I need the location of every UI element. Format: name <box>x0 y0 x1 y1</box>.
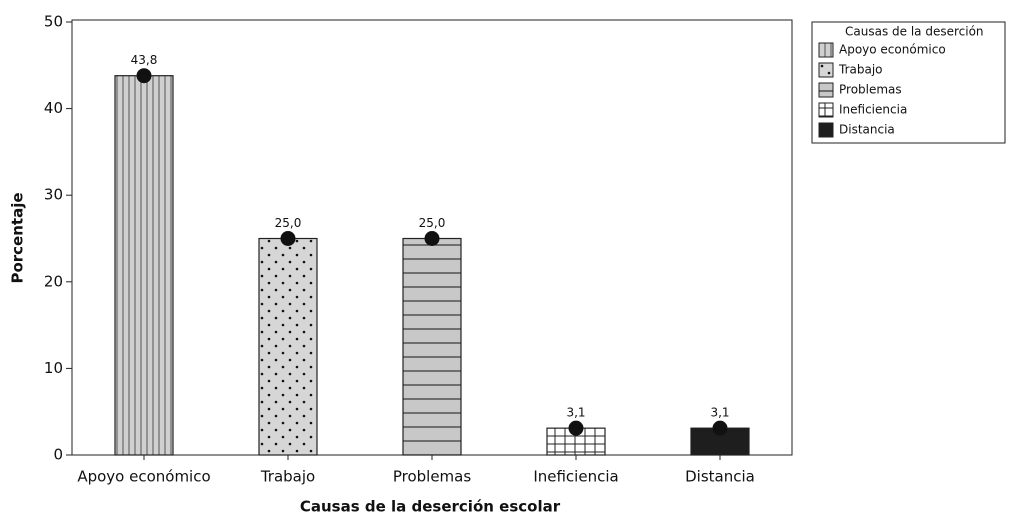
x-tick-label: Problemas <box>393 468 472 486</box>
value-marker <box>424 231 440 246</box>
bar <box>258 237 318 456</box>
legend-label: Distancia <box>839 123 895 137</box>
legend-swatch <box>818 102 834 118</box>
value-label: 25,0 <box>275 216 302 230</box>
legend-label: Apoyo económico <box>839 43 946 57</box>
value-marker <box>280 231 296 246</box>
legend-swatch <box>818 62 834 78</box>
value-marker <box>136 68 152 84</box>
value-label: 3,1 <box>710 406 729 420</box>
legend-label: Problemas <box>839 83 902 97</box>
legend-box <box>811 21 1006 144</box>
legend-swatch <box>818 82 834 98</box>
y-tick-label: 10 <box>44 359 63 377</box>
value-label: 3,1 <box>566 406 585 420</box>
legend-title: Causas de la deserción <box>845 25 984 39</box>
value-marker <box>568 420 584 436</box>
value-label: 43,8 <box>131 53 158 67</box>
y-tick-label: 30 <box>44 186 63 204</box>
x-tick-label: Distancia <box>685 468 755 486</box>
legend-swatch <box>818 42 834 58</box>
x-tick-label: Ineficiencia <box>533 468 618 486</box>
y-tick-label: 0 <box>53 446 63 464</box>
bar <box>402 237 462 456</box>
y-tick-label: 20 <box>44 272 63 290</box>
legend-swatch <box>818 122 834 138</box>
bar <box>114 75 174 456</box>
legend-label: Ineficiencia <box>839 103 907 117</box>
x-tick-label: Apoyo económico <box>77 468 210 486</box>
legend-label: Trabajo <box>838 63 883 77</box>
y-tick-label: 40 <box>44 99 63 117</box>
x-tick-label: Trabajo <box>260 468 315 486</box>
x-axis-title: Causas de la deserción escolar <box>300 498 561 516</box>
value-marker <box>712 420 728 436</box>
value-label: 25,0 <box>419 216 446 230</box>
y-tick-label: 50 <box>44 13 63 31</box>
y-axis-title: Porcentaje <box>9 192 27 283</box>
